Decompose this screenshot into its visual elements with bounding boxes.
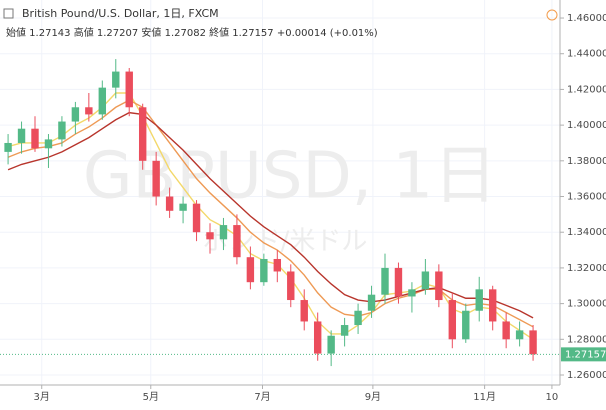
collapse-icon[interactable] [3, 8, 14, 19]
candle-body [287, 271, 295, 301]
candle-body [125, 71, 133, 108]
candle-body [448, 300, 457, 340]
candle-body [165, 196, 174, 211]
candle-body [381, 267, 389, 295]
candle-body [44, 139, 53, 149]
candle-body [408, 289, 416, 297]
candle-body [529, 330, 537, 355]
candle-body [435, 271, 443, 301]
ohlc: 始値 1.27143 高値 1.27207 安値 1.27082 終値 1.27… [6, 26, 378, 39]
candle-body [515, 330, 524, 340]
candle-body [179, 203, 187, 211]
candle-body [475, 289, 483, 311]
candle-body [31, 128, 39, 149]
y-tick-label: 1.36000 [567, 192, 606, 203]
candle-body [313, 321, 322, 354]
candle-body [98, 87, 107, 115]
y-tick-label: 1.30000 [567, 299, 606, 310]
last-price-label: 1.27157 [565, 349, 606, 360]
candle-body [192, 203, 201, 233]
candle-body [246, 257, 255, 283]
plot [0, 59, 560, 367]
candle-body [462, 310, 470, 340]
moving-average [7, 99, 534, 328]
y-tick-label: 1.34000 [567, 227, 606, 238]
candle-body [233, 225, 241, 258]
candle-body [273, 258, 282, 272]
y-tick-label: 1.32000 [567, 263, 606, 274]
symbol-title: British Pound/U.S. Dollar, 1日, FXCM [22, 7, 219, 20]
candle-body [219, 225, 228, 240]
candle-body [354, 310, 362, 326]
candle-body [58, 121, 66, 140]
y-tick-label: 1.44000 [567, 49, 606, 60]
x-tick-label: 7月 [254, 391, 270, 403]
candle-body [394, 267, 403, 297]
y-tick-label: 1.40000 [567, 120, 606, 131]
x-tick-label: 10 [546, 392, 559, 403]
watermark-symbol: GBPUSD, 1日 [83, 140, 497, 214]
candle-body [206, 232, 214, 240]
candle-body [340, 325, 349, 336]
y-tick-label: 1.46000 [567, 13, 606, 24]
candle-body [112, 71, 120, 88]
candle-body [260, 258, 268, 283]
candle-body [4, 142, 12, 152]
candle-body [421, 271, 430, 290]
candle-body [138, 107, 147, 161]
y-tick-label: 1.28000 [567, 334, 606, 345]
x-tick-label: 5月 [143, 391, 159, 403]
candle-body [85, 107, 93, 115]
grid [0, 0, 560, 385]
candle-body [300, 300, 308, 322]
x-tick-label: 11月 [473, 391, 496, 403]
y-tick-label: 1.38000 [567, 156, 606, 167]
x-tick-label: 3月 [34, 391, 50, 403]
candle-body [71, 107, 80, 122]
last-price-box [561, 347, 606, 362]
moving-average [7, 111, 534, 319]
y-tick-label: 1.42000 [567, 84, 606, 95]
moving-average [7, 92, 534, 340]
alert-icon[interactable] [546, 9, 558, 21]
candle-body [367, 294, 376, 311]
y-tick-label: 1.26000 [567, 370, 606, 381]
candle-body [152, 160, 160, 197]
candle-body [488, 289, 497, 322]
x-tick-label: 9月 [365, 391, 381, 403]
candle-body [502, 321, 510, 340]
candle-body [17, 128, 26, 143]
candle-body [327, 335, 335, 354]
